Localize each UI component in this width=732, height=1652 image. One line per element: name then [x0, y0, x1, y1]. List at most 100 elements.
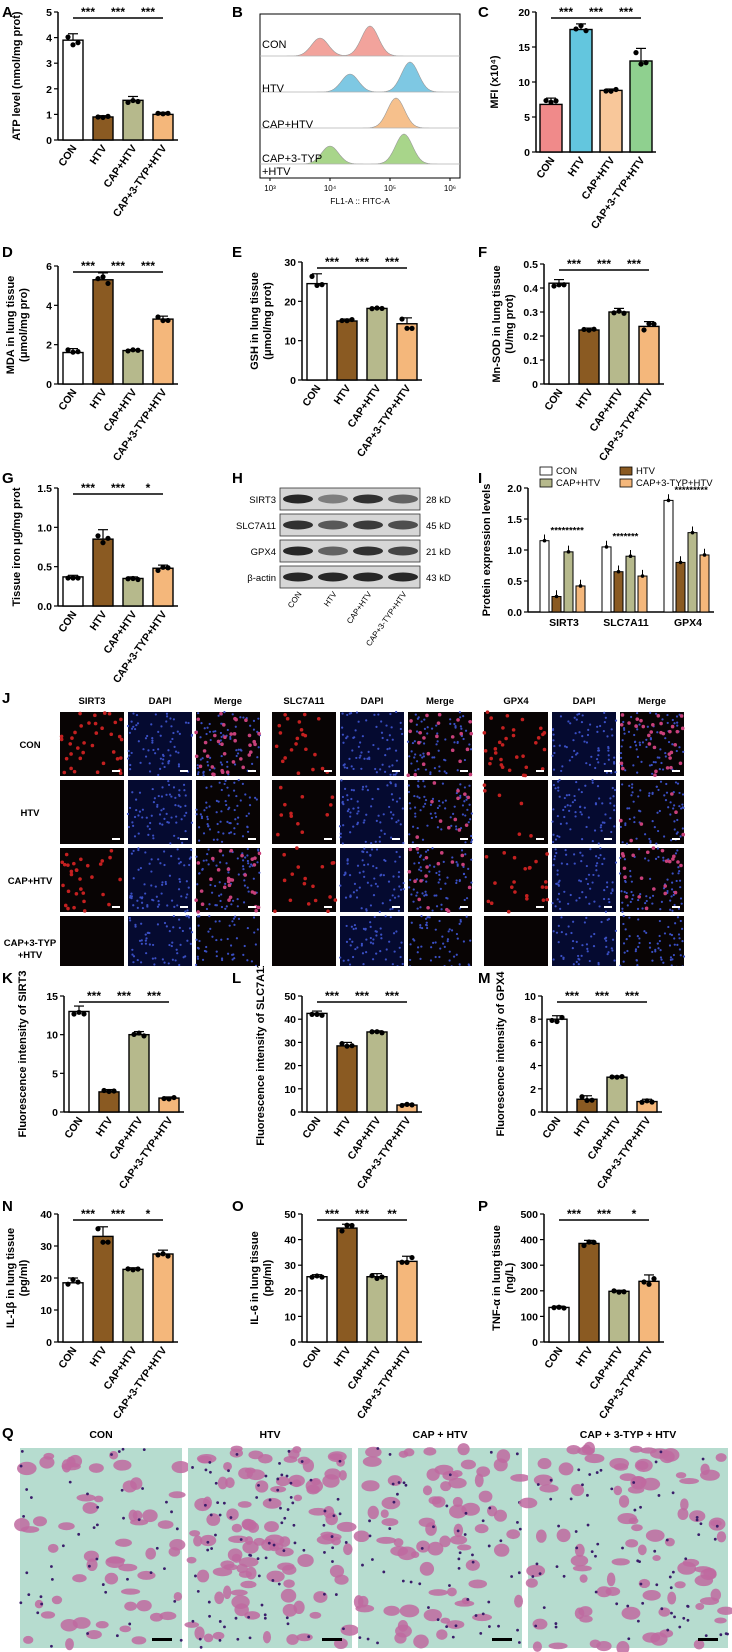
- y-tick-label: 0.5: [37, 562, 52, 574]
- nucleus-dot: [449, 816, 452, 819]
- tissue-blob: [171, 1460, 190, 1474]
- nucleus-dot: [133, 727, 137, 731]
- tissue-blob: [34, 1599, 44, 1609]
- nucleus-dot: [557, 892, 561, 896]
- he-nucleus: [285, 1616, 289, 1620]
- signal-dot: [447, 825, 451, 830]
- y-tick-label: 0.0: [507, 607, 522, 619]
- he-nucleus: [194, 1574, 197, 1578]
- nucleus-dot: [232, 789, 236, 792]
- tissue-blob: [393, 1538, 404, 1547]
- nucleus-dot: [444, 738, 447, 741]
- nucleus-dot: [173, 905, 176, 908]
- signal-dot: [119, 756, 123, 760]
- nucleus-dot: [220, 788, 223, 792]
- nucleus-dot: [370, 884, 373, 887]
- he-nucleus: [227, 1469, 230, 1473]
- nucleus-dot: [459, 725, 462, 728]
- nucleus-dot: [621, 783, 624, 786]
- tissue-blob: [217, 1476, 228, 1490]
- nucleus-dot: [414, 812, 417, 815]
- signal-dot: [64, 756, 69, 761]
- nucleus-dot: [424, 850, 428, 853]
- nucleus-dot: [635, 748, 638, 751]
- he-nucleus: [401, 1579, 405, 1583]
- nucleus-dot: [254, 943, 257, 946]
- nucleus-dot: [244, 793, 247, 796]
- nucleus-dot: [628, 784, 631, 787]
- nucleus-dot: [425, 921, 428, 924]
- nucleus-dot: [394, 784, 397, 788]
- he-nucleus: [235, 1452, 239, 1456]
- signal-dot: [78, 756, 83, 761]
- signal-dot: [295, 846, 299, 850]
- he-nucleus: [267, 1541, 271, 1545]
- he-nucleus: [610, 1487, 614, 1491]
- nucleus-dot: [670, 839, 673, 842]
- nucleus-dot: [196, 946, 200, 949]
- signal-dot: [457, 828, 462, 832]
- he-nucleus: [208, 1461, 212, 1464]
- data-point: [95, 276, 101, 282]
- nucleus-dot: [128, 806, 132, 810]
- nucleus-dot: [379, 950, 382, 953]
- scale-bar: [536, 838, 544, 840]
- signal-dot: [294, 742, 298, 746]
- signal-dot: [81, 750, 85, 755]
- nucleus-dot: [395, 771, 398, 774]
- nucleus-dot: [163, 961, 166, 964]
- he-nucleus: [632, 1481, 636, 1484]
- signal-dot: [229, 732, 233, 736]
- signal-dot: [100, 726, 104, 731]
- signal-dot: [659, 730, 663, 735]
- data-point: [556, 1304, 562, 1310]
- signal-dot: [256, 905, 261, 910]
- nucleus-dot: [139, 866, 143, 870]
- y-tick-label: 0: [46, 379, 52, 391]
- nucleus-dot: [179, 943, 182, 946]
- nucleus-dot: [217, 714, 220, 717]
- nucleus-dot: [558, 795, 561, 798]
- data-point: [344, 1043, 350, 1049]
- signal-dot: [60, 860, 65, 865]
- nucleus-dot: [171, 941, 174, 944]
- nucleus-dot: [448, 959, 451, 962]
- nucleus-dot: [679, 954, 682, 957]
- nucleus-dot: [372, 894, 376, 897]
- signal-dot: [465, 747, 470, 752]
- signal-dot: [541, 898, 546, 902]
- panel-letter-h: H: [232, 470, 243, 487]
- he-nucleus: [309, 1478, 313, 1482]
- he-nucleus: [436, 1618, 440, 1622]
- signal-dot: [93, 721, 98, 726]
- signal-dot: [311, 884, 315, 889]
- nucleus-dot: [205, 950, 208, 953]
- nucleus-dot: [562, 957, 565, 961]
- nucleus-dot: [147, 749, 150, 752]
- bar: [613, 571, 624, 613]
- nucleus-dot: [676, 818, 679, 822]
- signal-dot: [289, 814, 294, 818]
- flow-label: +HTV: [262, 166, 291, 178]
- signal-dot: [68, 742, 73, 746]
- data-point: [551, 283, 557, 289]
- nucleus-dot: [654, 950, 657, 953]
- if-image: [340, 916, 404, 966]
- nucleus-dot: [622, 720, 625, 724]
- nucleus-dot: [575, 780, 578, 784]
- nucleus-dot: [171, 737, 174, 741]
- nucleus-dot: [606, 952, 609, 956]
- y-tick-label: 10: [284, 1311, 296, 1323]
- nucleus-dot: [354, 927, 358, 930]
- tissue-blob: [246, 1469, 265, 1481]
- signal-dot: [534, 859, 538, 864]
- nucleus-dot: [355, 756, 358, 760]
- he-nucleus: [489, 1450, 493, 1454]
- tissue-blob: [275, 1547, 294, 1557]
- sig-label: ***: [141, 5, 155, 19]
- blot-band: [388, 572, 418, 582]
- nucleus-dot: [567, 902, 570, 905]
- signal-dot: [489, 716, 493, 720]
- tissue-blob: [659, 1629, 674, 1638]
- nucleus-dot: [153, 797, 156, 800]
